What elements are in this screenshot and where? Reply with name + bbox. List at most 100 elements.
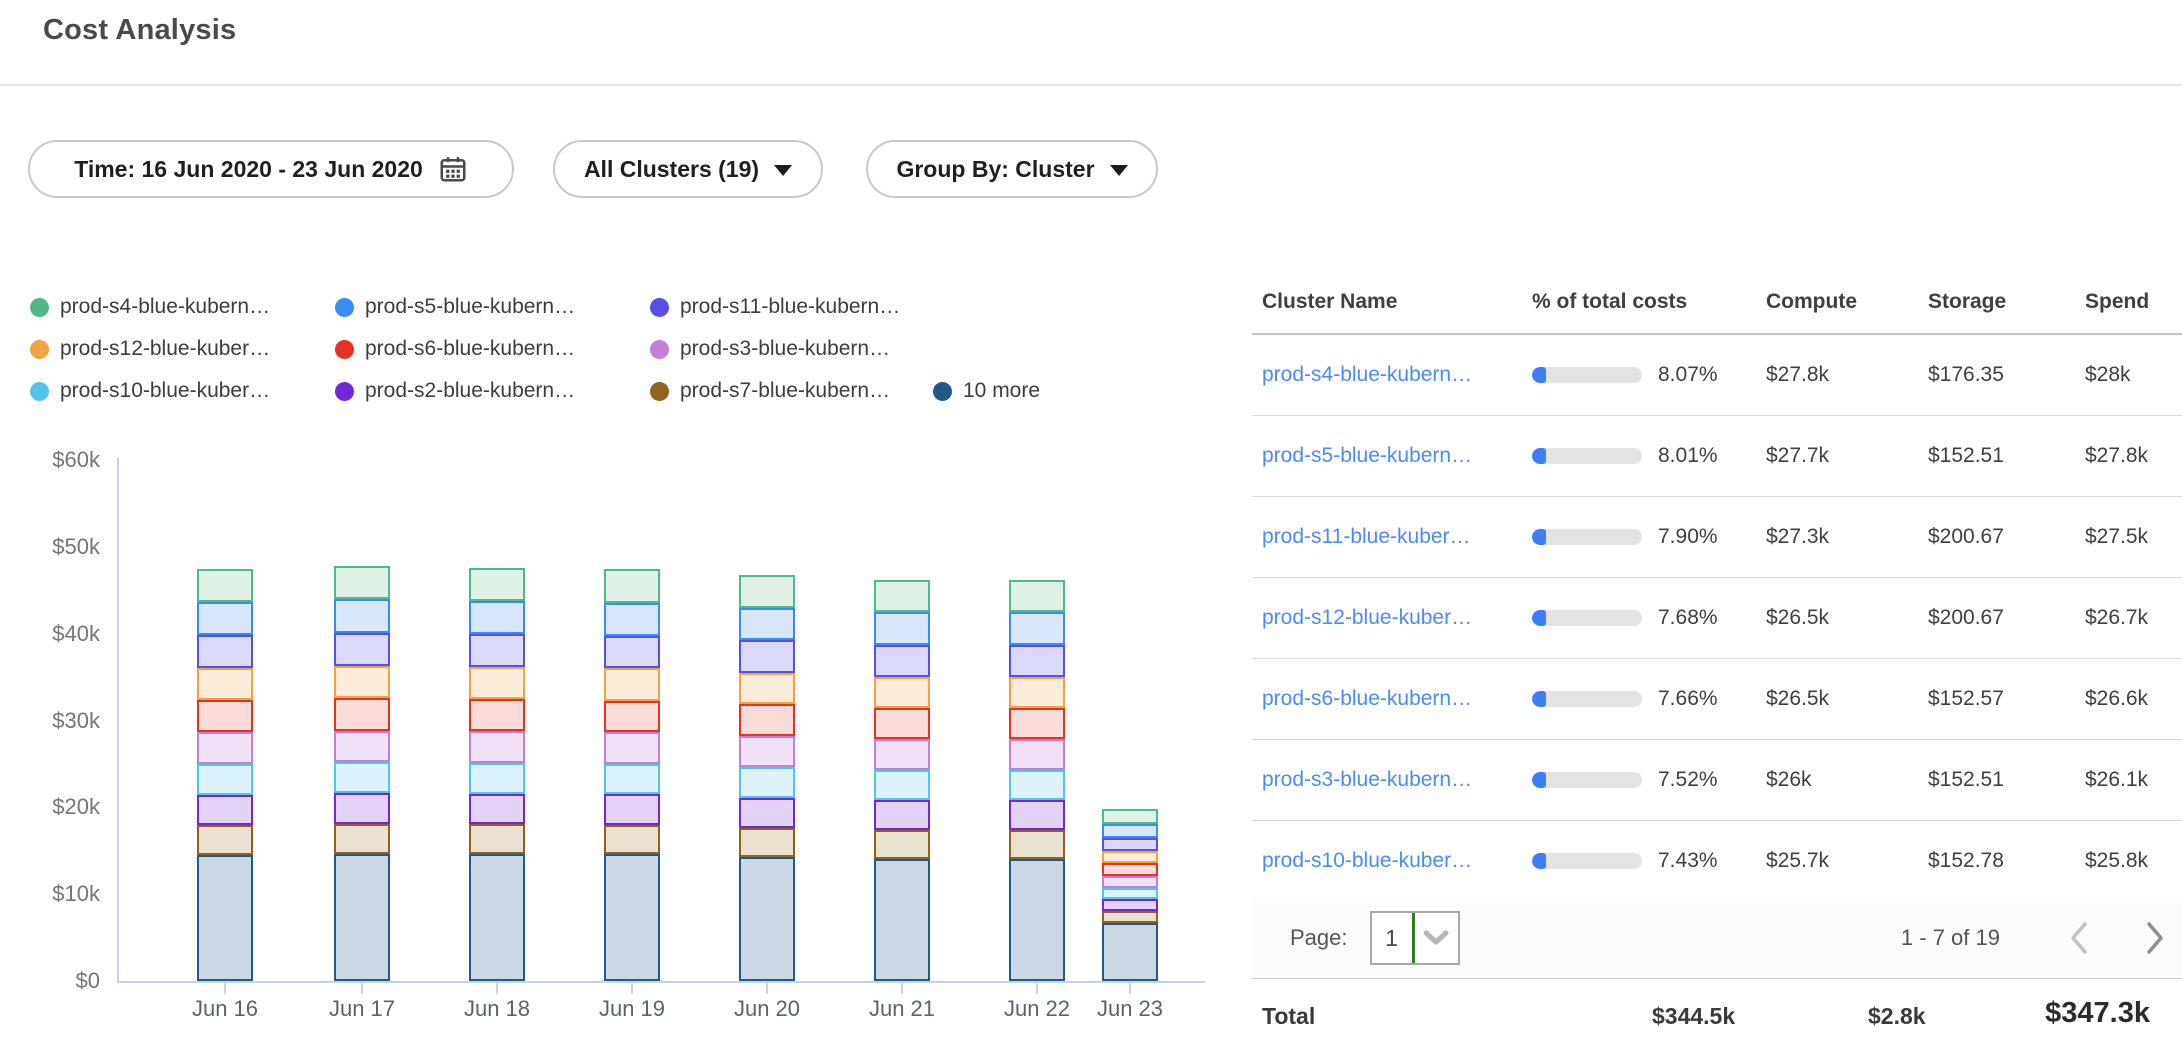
- bar-segment-10-more[interactable]: [1009, 859, 1065, 981]
- bar-segment-prod-s3-blue-kubern[interactable]: [197, 732, 253, 764]
- page-number-select[interactable]: 1: [1370, 911, 1460, 965]
- bar-segment-prod-s5-blue-kubern[interactable]: [739, 608, 795, 641]
- bar-segment-prod-s6-blue-kubern[interactable]: [469, 699, 525, 731]
- legend-item-8[interactable]: prod-s2-blue-kubern…: [335, 374, 575, 408]
- bar-segment-prod-s12-blue-kuber[interactable]: [1102, 851, 1158, 864]
- bar-segment-prod-s6-blue-kubern[interactable]: [334, 698, 390, 730]
- cluster-link[interactable]: prod-s3-blue-kubern…: [1262, 768, 1472, 791]
- bar-segment-prod-s12-blue-kuber[interactable]: [1009, 677, 1065, 708]
- bar-segment-prod-s12-blue-kuber[interactable]: [739, 673, 795, 705]
- bar-segment-prod-s5-blue-kubern[interactable]: [604, 603, 660, 636]
- legend-item-1[interactable]: prod-s4-blue-kubern…: [30, 290, 270, 324]
- legend-item-5[interactable]: prod-s6-blue-kubern…: [335, 332, 575, 366]
- bar-segment-10-more[interactable]: [604, 854, 660, 981]
- bar-segment-prod-s6-blue-kubern[interactable]: [1102, 863, 1158, 876]
- bar-segment-prod-s4-blue-kubern[interactable]: [604, 569, 660, 602]
- legend-item-2[interactable]: prod-s5-blue-kubern…: [335, 290, 575, 324]
- legend-item-9[interactable]: prod-s7-blue-kubern…: [650, 374, 890, 408]
- bar-segment-prod-s7-blue-kubern[interactable]: [469, 824, 525, 854]
- bar-segment-prod-s3-blue-kubern[interactable]: [739, 736, 795, 767]
- bar-segment-prod-s3-blue-kubern[interactable]: [334, 731, 390, 763]
- cluster-link[interactable]: prod-s6-blue-kubern…: [1262, 687, 1472, 710]
- bar-segment-prod-s5-blue-kubern[interactable]: [1102, 824, 1158, 838]
- bar-segment-10-more[interactable]: [197, 855, 253, 981]
- bar-segment-prod-s10-blue-kuber[interactable]: [469, 763, 525, 794]
- bar-segment-prod-s12-blue-kuber[interactable]: [197, 668, 253, 700]
- bar-segment-prod-s2-blue-kubern[interactable]: [1009, 800, 1065, 830]
- bar-segment-prod-s7-blue-kubern[interactable]: [1009, 830, 1065, 859]
- bar-segment-prod-s5-blue-kubern[interactable]: [197, 602, 253, 635]
- bar-segment-prod-s12-blue-kuber[interactable]: [334, 666, 390, 699]
- bar-segment-prod-s10-blue-kuber[interactable]: [1102, 888, 1158, 899]
- bar-segment-prod-s4-blue-kubern[interactable]: [469, 568, 525, 601]
- bar-segment-prod-s5-blue-kubern[interactable]: [469, 601, 525, 634]
- bar-segment-10-more[interactable]: [1102, 923, 1158, 981]
- bar-segment-prod-s12-blue-kuber[interactable]: [604, 668, 660, 700]
- bar-segment-prod-s4-blue-kubern[interactable]: [197, 569, 253, 602]
- legend-item-6[interactable]: prod-s3-blue-kubern…: [650, 332, 890, 366]
- bar-segment-prod-s4-blue-kubern[interactable]: [334, 566, 390, 599]
- next-page-icon[interactable]: [2138, 921, 2172, 955]
- bar-segment-prod-s11-blue-kubern[interactable]: [874, 645, 930, 677]
- bar-segment-prod-s4-blue-kubern[interactable]: [874, 580, 930, 613]
- time-range-filter-button[interactable]: Time: 16 Jun 2020 - 23 Jun 2020: [28, 140, 514, 198]
- bar-segment-prod-s10-blue-kuber[interactable]: [197, 764, 253, 795]
- bar-segment-prod-s7-blue-kubern[interactable]: [1102, 911, 1158, 923]
- bar-segment-prod-s5-blue-kubern[interactable]: [874, 612, 930, 644]
- cluster-link[interactable]: prod-s11-blue-kuber…: [1262, 525, 1471, 548]
- bar-segment-prod-s6-blue-kubern[interactable]: [1009, 708, 1065, 739]
- bar-segment-prod-s6-blue-kubern[interactable]: [739, 704, 795, 736]
- legend-item-10[interactable]: 10 more: [933, 374, 1040, 408]
- bar-segment-prod-s2-blue-kubern[interactable]: [1102, 899, 1158, 911]
- bar-segment-prod-s3-blue-kubern[interactable]: [1102, 876, 1158, 888]
- bar-segment-prod-s7-blue-kubern[interactable]: [739, 828, 795, 858]
- bar-segment-prod-s11-blue-kubern[interactable]: [334, 633, 390, 666]
- bar-segment-prod-s12-blue-kuber[interactable]: [874, 677, 930, 708]
- group-by-dropdown[interactable]: Group By: Cluster: [866, 140, 1158, 198]
- bar-segment-10-more[interactable]: [739, 857, 795, 981]
- bar-segment-prod-s10-blue-kuber[interactable]: [739, 767, 795, 797]
- bar-segment-prod-s2-blue-kubern[interactable]: [197, 795, 253, 825]
- previous-page-icon[interactable]: [2062, 921, 2096, 955]
- bar-segment-prod-s5-blue-kubern[interactable]: [1009, 612, 1065, 644]
- bar-segment-prod-s10-blue-kuber[interactable]: [604, 764, 660, 795]
- bar-segment-prod-s11-blue-kubern[interactable]: [1102, 838, 1158, 851]
- bar-segment-prod-s6-blue-kubern[interactable]: [604, 701, 660, 733]
- bar-segment-prod-s10-blue-kuber[interactable]: [1009, 770, 1065, 800]
- bar-segment-prod-s3-blue-kubern[interactable]: [604, 732, 660, 763]
- bar-segment-prod-s2-blue-kubern[interactable]: [604, 794, 660, 824]
- cluster-link[interactable]: prod-s4-blue-kubern…: [1262, 363, 1472, 386]
- legend-item-7[interactable]: prod-s10-blue-kuber…: [30, 374, 270, 408]
- bar-segment-prod-s6-blue-kubern[interactable]: [197, 700, 253, 732]
- cluster-link[interactable]: prod-s10-blue-kuber…: [1262, 849, 1472, 872]
- bar-segment-prod-s11-blue-kubern[interactable]: [469, 634, 525, 667]
- bar-segment-10-more[interactable]: [874, 859, 930, 981]
- legend-item-4[interactable]: prod-s12-blue-kuber…: [30, 332, 270, 366]
- bar-segment-prod-s10-blue-kuber[interactable]: [334, 762, 390, 793]
- clusters-filter-dropdown[interactable]: All Clusters (19): [553, 140, 823, 198]
- bar-segment-prod-s6-blue-kubern[interactable]: [874, 708, 930, 739]
- bar-segment-prod-s4-blue-kubern[interactable]: [1009, 580, 1065, 613]
- bar-segment-prod-s4-blue-kubern[interactable]: [1102, 809, 1158, 824]
- bar-segment-prod-s3-blue-kubern[interactable]: [874, 739, 930, 770]
- bar-segment-prod-s11-blue-kubern[interactable]: [604, 636, 660, 669]
- bar-segment-prod-s3-blue-kubern[interactable]: [1009, 739, 1065, 770]
- bar-segment-prod-s3-blue-kubern[interactable]: [469, 731, 525, 763]
- cluster-link[interactable]: prod-s12-blue-kuber…: [1262, 606, 1472, 629]
- legend-item-3[interactable]: prod-s11-blue-kubern…: [650, 290, 900, 324]
- bar-segment-prod-s2-blue-kubern[interactable]: [739, 798, 795, 828]
- bar-segment-prod-s11-blue-kubern[interactable]: [1009, 645, 1065, 677]
- bar-segment-prod-s5-blue-kubern[interactable]: [334, 599, 390, 632]
- bar-segment-prod-s12-blue-kuber[interactable]: [469, 667, 525, 699]
- cluster-link[interactable]: prod-s5-blue-kubern…: [1262, 444, 1472, 467]
- bar-segment-prod-s2-blue-kubern[interactable]: [469, 794, 525, 824]
- bar-segment-prod-s4-blue-kubern[interactable]: [739, 575, 795, 608]
- bar-segment-prod-s7-blue-kubern[interactable]: [874, 830, 930, 859]
- bar-segment-prod-s2-blue-kubern[interactable]: [334, 793, 390, 824]
- bar-segment-10-more[interactable]: [469, 854, 525, 981]
- bar-segment-prod-s7-blue-kubern[interactable]: [197, 825, 253, 855]
- bar-segment-prod-s7-blue-kubern[interactable]: [334, 824, 390, 854]
- bar-segment-prod-s7-blue-kubern[interactable]: [604, 825, 660, 855]
- bar-segment-prod-s2-blue-kubern[interactable]: [874, 800, 930, 830]
- bar-segment-prod-s11-blue-kubern[interactable]: [197, 635, 253, 668]
